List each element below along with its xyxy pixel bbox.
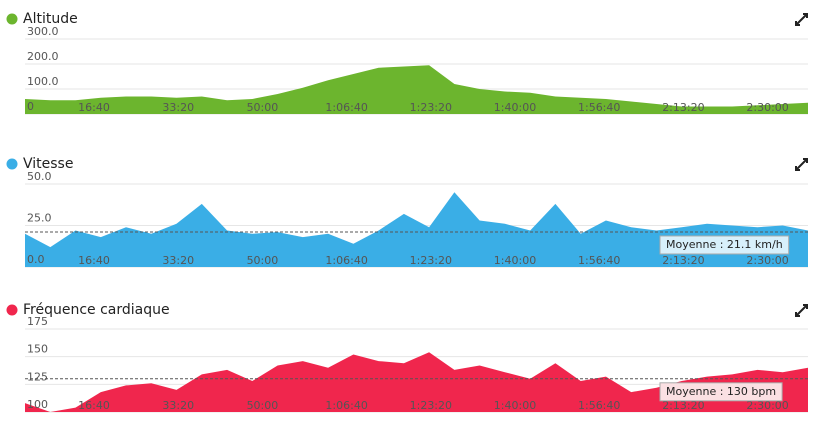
x-tick-label: 1:56:40 xyxy=(578,254,620,267)
x-tick-label: 1:06:40 xyxy=(325,399,367,412)
x-tick-label: 1:06:40 xyxy=(325,254,367,267)
chart-title: Altitude xyxy=(23,11,78,27)
x-tick-label: 1:40:00 xyxy=(494,254,536,267)
chart-title: Fréquence cardiaque xyxy=(23,302,170,318)
y-tick-label: 100 xyxy=(27,398,48,411)
x-tick-label: 2:13:20 xyxy=(662,399,704,412)
area xyxy=(25,65,808,114)
expand-icon[interactable] xyxy=(795,304,808,317)
x-tick-label: 1:06:40 xyxy=(325,101,367,114)
x-tick-label: 33:20 xyxy=(162,101,194,114)
x-tick-label: 2:13:20 xyxy=(662,254,704,267)
y-tick-label: 50.0 xyxy=(27,170,52,183)
x-tick-label: 2:30:00 xyxy=(746,101,788,114)
x-tick-label: 1:56:40 xyxy=(578,101,620,114)
average-label: Moyenne : 21.1 km/h xyxy=(666,238,783,251)
x-tick-label: 2:30:00 xyxy=(746,399,788,412)
y-tick-label: 150 xyxy=(27,343,48,356)
average-box xyxy=(659,382,783,402)
expand-icon[interactable] xyxy=(795,13,808,26)
x-tick-label: 33:20 xyxy=(162,399,194,412)
average-label: Moyenne : 130 bpm xyxy=(666,385,776,398)
x-tick-label: 16:40 xyxy=(78,101,110,114)
x-tick-label: 1:40:00 xyxy=(494,399,536,412)
x-tick-label: 1:23:20 xyxy=(410,399,452,412)
y-tick-label: 0.0 xyxy=(27,253,45,266)
x-tick-label: 50:00 xyxy=(247,399,279,412)
y-tick-label: 200.0 xyxy=(27,50,59,63)
x-tick-label: 33:20 xyxy=(162,254,194,267)
x-tick-label: 16:40 xyxy=(78,399,110,412)
x-tick-label: 2:13:20 xyxy=(662,101,704,114)
legend-dot xyxy=(6,304,18,316)
x-tick-label: 1:23:20 xyxy=(410,101,452,114)
expand-icon[interactable] xyxy=(795,158,808,171)
y-tick-label: 100.0 xyxy=(27,75,59,88)
y-tick-label: 25.0 xyxy=(27,212,52,225)
y-tick-label: 0 xyxy=(27,100,34,113)
x-tick-label: 50:00 xyxy=(247,101,279,114)
area xyxy=(25,352,808,412)
area xyxy=(25,192,808,267)
y-tick-label: 125 xyxy=(27,370,48,383)
x-tick-label: 1:40:00 xyxy=(494,101,536,114)
x-tick-label: 1:56:40 xyxy=(578,399,620,412)
average-box xyxy=(659,235,790,255)
x-tick-label: 50:00 xyxy=(247,254,279,267)
y-tick-label: 300.0 xyxy=(27,25,59,38)
x-tick-label: 16:40 xyxy=(78,254,110,267)
x-tick-label: 2:30:00 xyxy=(746,254,788,267)
legend-dot xyxy=(6,158,18,170)
chart-title: Vitesse xyxy=(23,156,73,172)
y-tick-label: 175 xyxy=(27,315,48,328)
x-tick-label: 1:23:20 xyxy=(410,254,452,267)
legend-dot xyxy=(6,13,18,25)
